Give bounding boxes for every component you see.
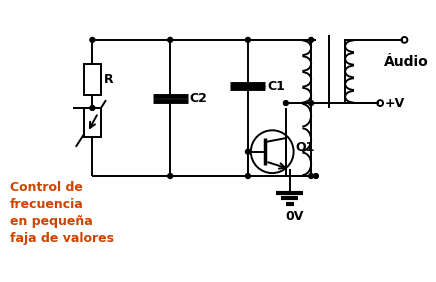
Text: R: R — [104, 73, 114, 86]
Circle shape — [90, 38, 95, 42]
Circle shape — [309, 101, 313, 105]
Text: Control de
frecuencia
en pequeña
faja de valores: Control de frecuencia en pequeña faja de… — [10, 181, 114, 245]
Circle shape — [245, 149, 250, 154]
Circle shape — [309, 38, 313, 42]
Bar — [84, 108, 101, 137]
Text: Áudio: Áudio — [384, 55, 429, 69]
Circle shape — [313, 174, 318, 179]
Circle shape — [309, 174, 313, 179]
Circle shape — [90, 105, 95, 110]
Bar — [84, 64, 101, 95]
Circle shape — [245, 38, 250, 42]
Text: 0V: 0V — [285, 210, 303, 223]
Circle shape — [168, 38, 173, 42]
Circle shape — [168, 174, 173, 179]
Circle shape — [245, 174, 250, 179]
Text: +V: +V — [385, 96, 405, 110]
Text: C2: C2 — [190, 92, 208, 105]
Text: Q1: Q1 — [296, 140, 315, 153]
Circle shape — [283, 101, 288, 105]
Text: C1: C1 — [267, 80, 285, 92]
